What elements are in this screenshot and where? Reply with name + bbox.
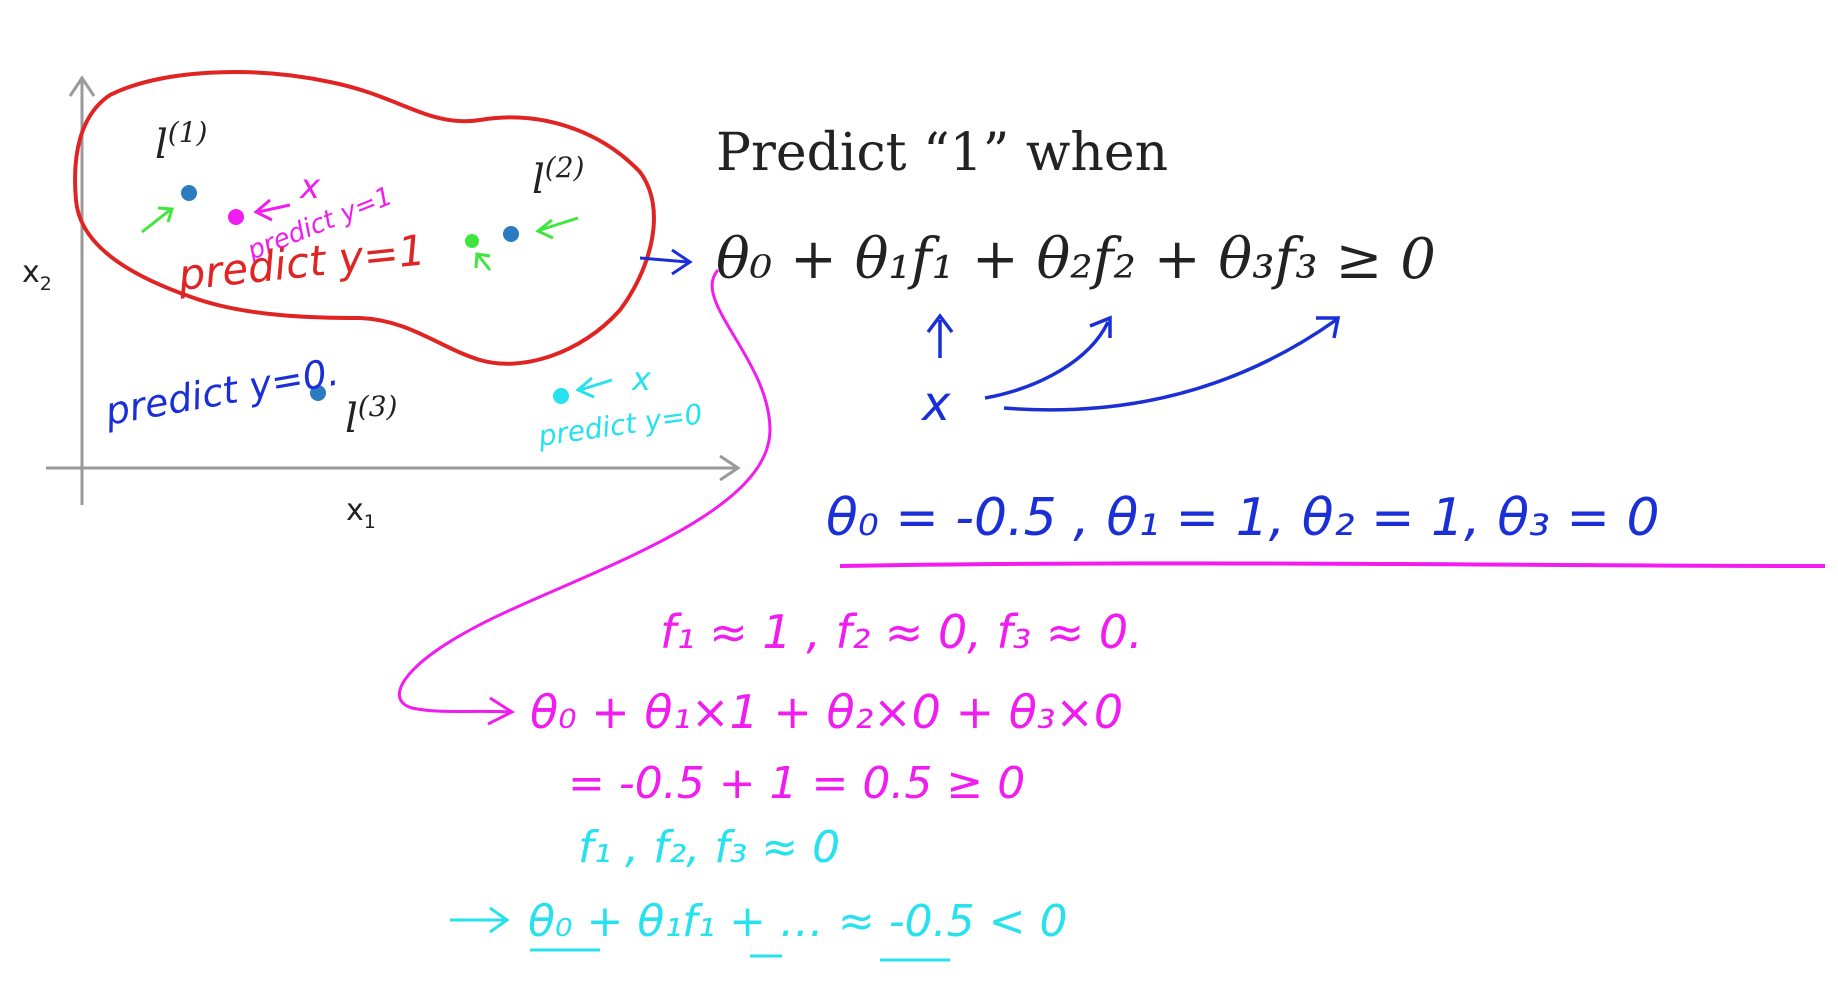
green-arrow-under-point [474, 252, 492, 271]
cyan-work-line-2: θ₀ + θ₁f₁ + … ≈ -0.5 < 0 [528, 896, 1067, 947]
equation-heading: Predict “1” when [716, 123, 1168, 183]
equation-formula: θ₀ + θ₁f₁ + θ₂f₂ + θ₃f₃ ≥ 0 [716, 227, 1436, 292]
arrow-to-f2 [984, 315, 1112, 400]
magenta-arrow [253, 198, 291, 222]
magenta-point [228, 209, 244, 225]
feature-arrows [926, 313, 1341, 412]
outside-predict-label: predict y=0. [101, 350, 342, 435]
magenta-connector [397, 268, 772, 726]
landmark-2-point [503, 226, 519, 242]
arrow-to-f1 [926, 313, 954, 358]
region-to-equation-arrow [639, 248, 693, 276]
cyan-underlines [530, 948, 950, 962]
cyan-point [553, 388, 569, 404]
cyan-arrow [575, 376, 613, 399]
green-arrow-to-l2 [535, 216, 579, 240]
feature-x-mark: x [920, 376, 951, 432]
magenta-work-line-3: = -0.5 + 1 = 0.5 ≥ 0 [568, 758, 1025, 809]
arrow-to-f3 [1003, 316, 1341, 412]
theta-values: θ₀ = -0.5 , θ₁ = 1, θ₂ = 1, θ₃ = 0 [826, 488, 1660, 548]
cyan-arrow-to-line-2 [450, 906, 510, 934]
landmark-1-label: l(1) [155, 116, 207, 168]
x-axis-arrow [719, 454, 741, 482]
landmark-1-point [181, 185, 197, 201]
theta-underline [839, 561, 1826, 568]
magenta-x-mark: x [299, 167, 321, 207]
magenta-work-line-1: f₁ ≈ 1 , f₂ ≈ 0, f₃ ≈ 0. [660, 605, 1143, 659]
landmark-2-label: l(2) [532, 151, 584, 203]
green-arrows [141, 206, 579, 271]
landmark-3-label: l(3) [345, 390, 397, 442]
cyan-x-mark: x [631, 360, 652, 398]
green-point [465, 234, 479, 248]
plot-axes [46, 75, 741, 505]
green-arrow-to-l1 [141, 206, 174, 234]
x-axis-label: x1 [346, 493, 376, 533]
magenta-work-line-2: θ₀ + θ₁×1 + θ₂×0 + θ₃×0 [530, 685, 1123, 739]
decision-region-outline [73, 70, 656, 366]
y-axis-arrow [68, 75, 96, 97]
cyan-work-line-1: f₁ , f₂, f₃ ≈ 0 [578, 822, 840, 873]
cyan-predict-label: predict y=0 [535, 397, 704, 453]
y-axis-label: x2 [22, 255, 52, 295]
landmark-3-point [310, 385, 326, 401]
